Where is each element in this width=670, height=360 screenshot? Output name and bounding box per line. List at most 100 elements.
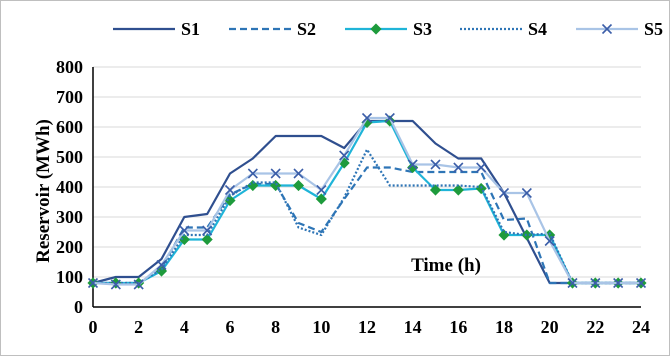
series-point-s5-stroke-b: [521, 187, 532, 199]
y-tick-label: 100: [56, 267, 83, 287]
y-tick-label: 700: [56, 87, 83, 107]
series-point-s5: [476, 162, 487, 173]
series-point-s5: [521, 187, 532, 199]
x-tick-label: 10: [312, 317, 330, 337]
series-point-s5-stroke-b: [224, 184, 236, 196]
series-point-s5-stroke-b: [613, 277, 624, 289]
legend-label: S3: [413, 19, 432, 39]
y-tick-labels: 0 100 200 300 400 500 600 700 800: [56, 57, 83, 317]
series-point-s5-stroke-b: [270, 168, 281, 179]
x-tick-label: 24: [632, 317, 650, 337]
series-point-s3: [201, 233, 213, 246]
series-point-s3: [178, 233, 190, 246]
series-point-s5-stroke-b: [316, 184, 327, 196]
legend-item-s1: S1: [113, 19, 200, 39]
series-line-s5: [92, 116, 641, 286]
series-point-s5: [613, 277, 624, 289]
legend-item-s2: S2: [229, 19, 316, 39]
series-point-s5-stroke-b: [635, 277, 647, 289]
series-point-s5: [133, 279, 144, 290]
series-point-s3: [429, 184, 442, 196]
series-point-s5: [156, 259, 167, 271]
series-point-s5-stroke-b: [202, 225, 213, 236]
series-point-s5: [179, 225, 190, 236]
y-tick-label: 800: [56, 57, 83, 77]
series-point-s5-stroke-b: [430, 159, 441, 170]
series-point-s3: [521, 229, 533, 241]
series-line-s2: [93, 166, 641, 285]
series-point-s5: [247, 168, 258, 179]
series-point-s5: [453, 162, 464, 173]
series-point-s5-stroke-b: [339, 150, 350, 161]
y-tick-label: 200: [56, 237, 83, 257]
legend-label: S2: [297, 19, 316, 39]
series-point-s3: [498, 229, 510, 241]
y-tick-label: 0: [74, 297, 83, 317]
legend-item-s4: S4: [460, 19, 547, 39]
x-axis-label: Time (h): [411, 255, 481, 276]
x-tick-label: 22: [586, 317, 604, 337]
series-point-s5-stroke-b: [384, 112, 395, 124]
y-tick-label: 500: [56, 147, 83, 167]
x-tick-label: 18: [495, 317, 513, 337]
series-point-s5-stroke-b: [476, 162, 487, 173]
series-point-s5: [384, 112, 395, 124]
series-point-s5-stroke-b: [156, 259, 167, 271]
series-point-s3: [224, 194, 236, 207]
series-point-s5: [361, 112, 373, 124]
series-point-s5-stroke-b: [567, 277, 578, 289]
series-point-s5: [590, 277, 601, 289]
series-point-s5: [407, 159, 418, 170]
series-point-s5-stroke-b: [179, 225, 190, 236]
y-axis-label: Reservoir (MWh): [33, 119, 54, 263]
x-tick-label: 8: [271, 317, 280, 337]
series-point-s5-stroke-b: [407, 159, 418, 170]
y-tick-label: 300: [56, 207, 83, 227]
legend-label: S1: [181, 19, 200, 39]
series-point-s3: [452, 184, 464, 196]
legend-item-s5: S5: [576, 19, 663, 39]
series-line-s4: [93, 148, 641, 285]
series-point-s3: [292, 179, 305, 192]
legend: S1 S2 S3 S4 S5: [113, 19, 663, 39]
series-lines: [87, 112, 647, 290]
series-point-s5-stroke-b: [110, 279, 121, 290]
x-tick-label: 20: [541, 317, 559, 337]
series-point-s5-stroke-b: [247, 168, 258, 179]
x-tick-labels: 0 2 4 6 8 10 12 14 16 18 20 22 24: [89, 317, 651, 337]
series-point-s5: [316, 184, 327, 196]
series-point-s5-stroke-b: [453, 162, 464, 173]
series-point-s5-stroke-b: [133, 279, 144, 290]
series-point-s5-stroke-b: [87, 277, 99, 289]
series-point-s5: [202, 225, 213, 236]
series-point-s3: [110, 277, 122, 289]
legend-label: S5: [644, 19, 663, 39]
series-point-s5: [270, 168, 281, 179]
x-tick-label: 16: [449, 317, 467, 337]
series-point-s5: [293, 168, 304, 179]
x-tick-label: 2: [134, 317, 143, 337]
x-tick-label: 14: [404, 317, 422, 337]
series-point-s3: [315, 193, 327, 205]
series-point-s5-stroke-b: [590, 277, 601, 289]
legend-label: S4: [528, 19, 547, 39]
y-tick-label: 600: [56, 117, 83, 137]
series-point-s5: [339, 150, 350, 161]
series-point-s5: [87, 277, 99, 289]
series-point-s5: [635, 277, 647, 289]
x-tick-label: 4: [180, 317, 189, 337]
axes: [92, 67, 641, 308]
series-point-s5-stroke-b: [498, 187, 510, 199]
y-tick-label: 400: [56, 177, 83, 197]
series-point-s5: [430, 159, 441, 170]
series-point-s5: [544, 235, 555, 247]
legend-marker: [601, 23, 613, 35]
x-tick-label: 12: [358, 317, 376, 337]
series-point-s5-stroke-b: [293, 168, 304, 179]
series-point-s5: [224, 184, 236, 196]
legend-marker: [370, 23, 382, 35]
series-point-s5: [498, 187, 510, 199]
x-tick-label: 0: [89, 317, 98, 337]
